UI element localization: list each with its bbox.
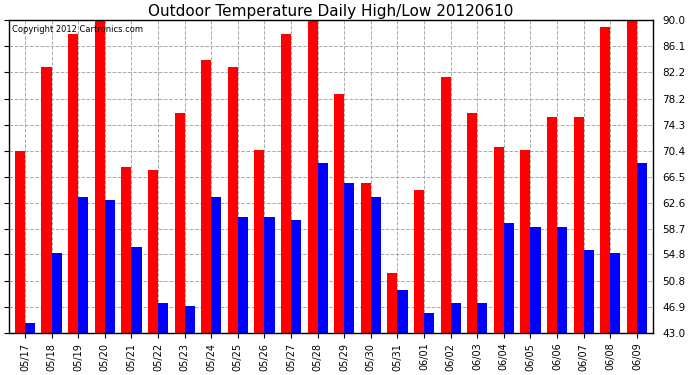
Bar <box>148 170 158 333</box>
Bar <box>185 306 195 333</box>
Bar <box>308 10 317 333</box>
Bar <box>637 164 647 333</box>
Bar <box>15 151 25 333</box>
Bar <box>600 27 610 333</box>
Bar <box>477 303 487 333</box>
Bar <box>105 200 115 333</box>
Bar <box>255 150 264 333</box>
Text: Copyright 2012 Cartronics.com: Copyright 2012 Cartronics.com <box>12 25 144 34</box>
Bar <box>68 34 78 333</box>
Bar <box>238 217 248 333</box>
Bar <box>414 190 424 333</box>
Bar <box>627 13 637 333</box>
Bar <box>78 196 88 333</box>
Bar <box>467 114 477 333</box>
Bar <box>264 217 275 333</box>
Bar <box>175 114 185 333</box>
Bar <box>25 323 35 333</box>
Bar <box>451 303 461 333</box>
Bar <box>228 67 238 333</box>
Bar <box>424 313 434 333</box>
Bar <box>494 147 504 333</box>
Bar <box>547 117 557 333</box>
Bar <box>504 223 514 333</box>
Bar <box>158 303 168 333</box>
Bar <box>281 34 291 333</box>
Bar <box>584 250 594 333</box>
Bar <box>440 77 451 333</box>
Bar <box>557 226 567 333</box>
Bar <box>387 273 397 333</box>
Bar <box>334 93 344 333</box>
Bar <box>361 183 371 333</box>
Bar <box>52 253 61 333</box>
Bar <box>211 196 221 333</box>
Bar <box>520 150 531 333</box>
Bar <box>397 290 408 333</box>
Bar <box>121 166 131 333</box>
Bar <box>531 226 540 333</box>
Bar <box>573 117 584 333</box>
Bar <box>95 13 105 333</box>
Bar <box>291 220 301 333</box>
Bar <box>344 183 355 333</box>
Bar <box>131 246 141 333</box>
Title: Outdoor Temperature Daily High/Low 20120610: Outdoor Temperature Daily High/Low 20120… <box>148 4 513 19</box>
Bar <box>317 164 328 333</box>
Bar <box>41 67 52 333</box>
Bar <box>610 253 620 333</box>
Bar <box>371 196 381 333</box>
Bar <box>201 60 211 333</box>
